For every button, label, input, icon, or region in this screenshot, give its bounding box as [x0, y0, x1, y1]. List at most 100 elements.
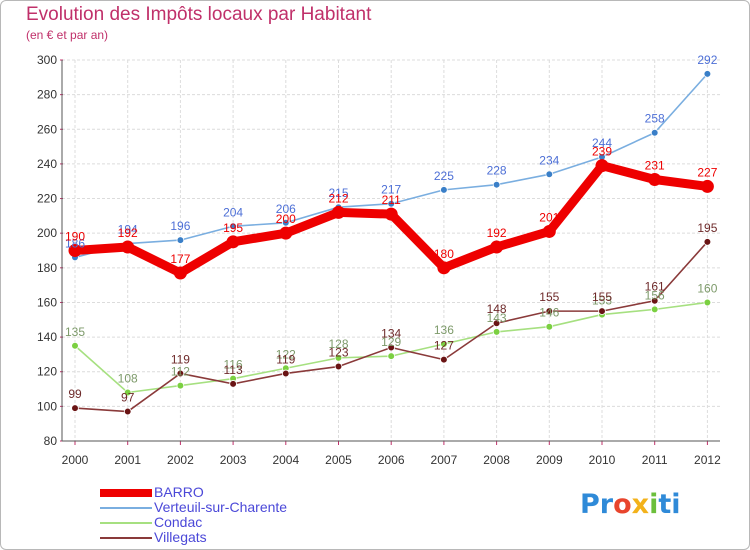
x-tick-label: 2011	[642, 453, 668, 467]
data-point	[703, 238, 712, 246]
data-point	[123, 388, 132, 397]
chart-subtitle: (en € et par an)	[26, 28, 109, 42]
data-point	[650, 305, 659, 314]
data-label: 234	[539, 153, 559, 167]
data-point	[542, 224, 556, 238]
data-label: 180	[434, 247, 454, 261]
data-label: 196	[170, 219, 190, 233]
grid	[62, 59, 720, 442]
data-label: 239	[592, 145, 612, 159]
chart-title: Evolution des Impôts locaux par Habitant	[26, 4, 372, 25]
data-label: 177	[170, 252, 190, 266]
data-label: 123	[328, 346, 348, 360]
data-point	[121, 240, 135, 254]
data-point	[334, 354, 343, 362]
data-point	[440, 186, 448, 194]
x-tick-label: 2009	[536, 453, 563, 467]
data-label: 228	[487, 164, 507, 178]
data-label: 215	[328, 186, 348, 200]
data-label: 192	[487, 226, 507, 240]
x-tick-label: 2005	[325, 453, 352, 467]
data-point	[492, 180, 501, 189]
data-label: 186	[65, 236, 85, 250]
x-tick-label: 2002	[167, 453, 194, 467]
y-tick-label: 100	[37, 399, 57, 413]
data-point	[700, 179, 714, 193]
x-tick-label: 2010	[589, 453, 616, 467]
data-label: 258	[645, 112, 665, 126]
x-tick-label: 2012	[694, 453, 721, 467]
logo-part: o	[613, 489, 632, 520]
axes: 80 100 120 140 160 180 200 220 240 260 280 300 2000 2…	[37, 53, 721, 467]
data-point	[176, 236, 185, 244]
legend-label: Villegats	[154, 529, 207, 545]
data-point	[650, 296, 659, 305]
legend-label: Condac	[154, 514, 203, 530]
data-point	[492, 319, 501, 328]
data-label: 99	[68, 387, 82, 401]
data-point	[173, 266, 187, 280]
data-point	[598, 307, 606, 315]
data-point	[387, 352, 396, 360]
legend-item: BARRO	[100, 484, 400, 500]
legend-swatch	[100, 489, 152, 497]
data-point	[650, 128, 659, 137]
y-tick-label: 240	[37, 157, 57, 171]
data-label: 112	[171, 365, 190, 379]
data-label: 136	[434, 323, 454, 337]
data-label: 227	[697, 165, 717, 179]
data-point	[279, 226, 293, 240]
legend-item: Condac	[100, 514, 400, 530]
data-point	[648, 172, 662, 186]
data-point	[176, 369, 185, 378]
data-label: 206	[276, 202, 296, 216]
data-label: 195	[697, 221, 717, 235]
y-tick-label: 80	[44, 434, 58, 448]
data-label: 160	[697, 281, 717, 295]
data-point	[703, 70, 712, 78]
data-label: 146	[539, 306, 559, 320]
data-label: 122	[276, 347, 296, 361]
data-label: 116	[224, 358, 243, 372]
legend-swatch	[100, 522, 152, 524]
x-tick-label: 2001	[114, 453, 141, 467]
data-point	[229, 222, 237, 231]
data-label: 155	[592, 290, 612, 304]
legend-label: Verteuil-sur-Charente	[154, 499, 288, 515]
x-tick-label: 2000	[62, 453, 89, 467]
data-label: 119	[276, 352, 295, 366]
data-label: 292	[697, 53, 717, 67]
data-point	[123, 407, 132, 416]
y-tick-label: 200	[37, 226, 57, 240]
data-point	[176, 381, 185, 390]
legend: BARRO Verteuil-sur-Charente Condac Villegat…	[100, 484, 400, 545]
data-point	[384, 207, 398, 221]
legend-item: Villegats	[100, 529, 400, 545]
data-label: 127	[434, 339, 454, 353]
data-label: 97	[121, 391, 135, 405]
data-point	[334, 362, 343, 371]
data-label: 211	[382, 193, 401, 207]
data-label: 192	[118, 226, 138, 240]
data-label: 129	[381, 335, 401, 349]
x-tick-label: 2003	[220, 453, 247, 467]
data-label: 225	[434, 169, 454, 183]
data-point	[226, 235, 240, 249]
data-point	[281, 218, 290, 227]
data-label: 201	[539, 210, 559, 224]
data-point	[281, 369, 290, 378]
data-point	[387, 199, 396, 208]
data-label: 217	[381, 183, 401, 197]
data-label: 190	[65, 230, 85, 244]
data-label: 204	[223, 205, 243, 219]
data-label: 134	[381, 326, 401, 340]
data-point	[229, 380, 237, 388]
data-point	[703, 298, 712, 307]
x-tick-label: 2008	[483, 453, 510, 467]
data-label: 155	[539, 290, 559, 304]
y-tick-label: 260	[37, 122, 57, 136]
y-tick-label: 120	[37, 365, 57, 379]
data-point	[68, 244, 82, 257]
legend-item: Verteuil-sur-Charente	[100, 499, 400, 515]
